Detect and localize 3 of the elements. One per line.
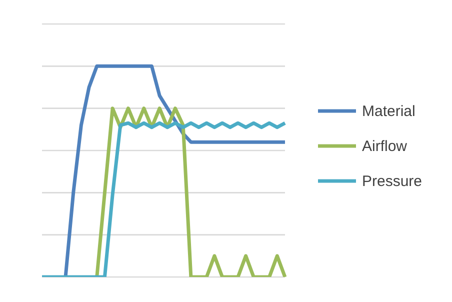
legend-label: Material xyxy=(362,102,416,120)
legend-label: Pressure xyxy=(362,172,422,190)
legend-label: Airflow xyxy=(362,138,408,154)
